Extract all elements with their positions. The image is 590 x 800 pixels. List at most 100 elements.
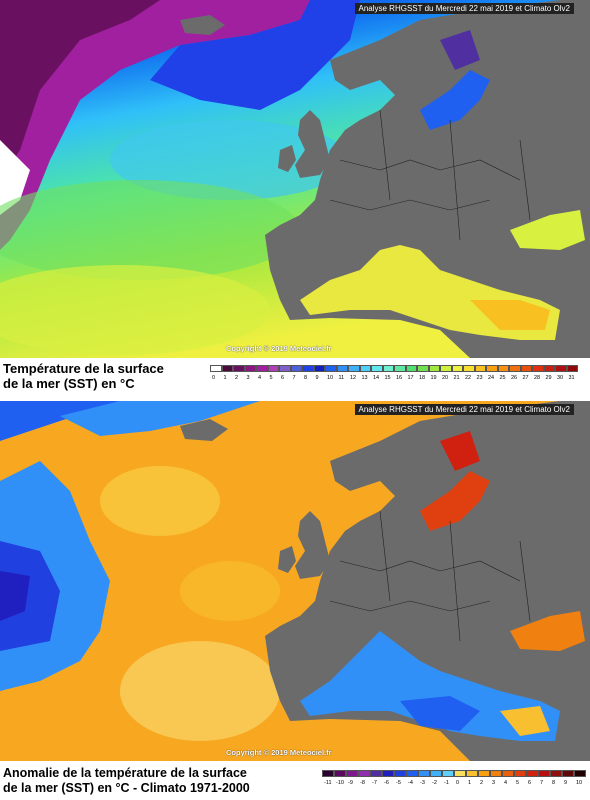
scale-tick-label: -1	[444, 780, 449, 786]
scale-tick-label: 4	[258, 375, 262, 381]
scale-swatch	[555, 365, 567, 372]
scale-tick-label: 6	[528, 780, 532, 786]
scale-swatch	[348, 365, 360, 372]
scale-swatch	[474, 365, 486, 372]
scale-swatch	[302, 365, 314, 372]
scale-swatch	[290, 365, 302, 372]
scale-swatch	[463, 365, 475, 372]
scale-swatch	[430, 770, 442, 777]
scale-swatch	[394, 365, 406, 372]
scale-tick-label: 27	[522, 375, 529, 381]
scale-swatch	[382, 365, 394, 372]
scale-tick-label: -9	[348, 780, 353, 786]
scale-tick-label: -6	[384, 780, 389, 786]
scale-tick-label: 8	[552, 780, 556, 786]
scale-swatch	[502, 770, 514, 777]
scale-swatch	[566, 365, 578, 372]
sst-legend-title: Température de la surface de la mer (SST…	[3, 361, 203, 391]
scale-tick-label: 20	[442, 375, 449, 381]
anomaly-scale-ticks: -11 -10 -9 -8 -7 -6 -5 -4 -3 -2 -1 0 1 2 3 4 5 6 7 8 9 10	[322, 780, 590, 790]
scale-tick-label: 8	[304, 375, 308, 381]
scale-tick-label: 17	[407, 375, 414, 381]
sst-anomaly-map: Analyse RHGSST du Mercredi 22 mai 2019 e…	[0, 401, 590, 761]
scale-swatch	[550, 770, 562, 777]
anomaly-legend-title: Anomalie de la température de la surface…	[3, 766, 323, 796]
scale-tick-label: 26	[511, 375, 518, 381]
scale-swatch	[279, 365, 291, 372]
scale-swatch	[418, 770, 430, 777]
scale-tick-label: -4	[408, 780, 413, 786]
scale-tick-label: 3	[246, 375, 250, 381]
scale-tick-label: 12	[350, 375, 357, 381]
scale-swatch	[370, 770, 382, 777]
scale-swatch	[371, 365, 383, 372]
scale-swatch	[221, 365, 233, 372]
scale-swatch	[486, 365, 498, 372]
scale-tick-label: 25	[499, 375, 506, 381]
scale-swatch	[322, 770, 334, 777]
scale-swatch	[520, 365, 532, 372]
legend-title-line: Température de la surface	[3, 361, 164, 376]
scale-tick-label: -8	[360, 780, 365, 786]
scale-tick-label: -2	[432, 780, 437, 786]
scale-tick-label: 7	[292, 375, 296, 381]
scale-swatch	[509, 365, 521, 372]
scale-tick-label: 4	[504, 780, 508, 786]
scale-tick-label: 0	[456, 780, 460, 786]
scale-swatch	[451, 365, 463, 372]
scale-swatch	[359, 365, 371, 372]
scale-swatch	[454, 770, 466, 777]
scale-swatch	[406, 770, 418, 777]
scale-tick-label: 10	[576, 780, 583, 786]
scale-swatch	[538, 770, 550, 777]
scale-tick-label: 2	[480, 780, 484, 786]
scale-swatch	[417, 365, 429, 372]
scale-tick-label: 6	[281, 375, 285, 381]
scale-tick-label: 10	[327, 375, 334, 381]
scale-tick-label: 16	[396, 375, 403, 381]
map-banner: Analyse RHGSST du Mercredi 22 mai 2019 e…	[354, 3, 574, 14]
scale-tick-label: 0	[212, 375, 216, 381]
scale-swatch	[382, 770, 394, 777]
scale-swatch	[526, 770, 538, 777]
sst-scale-ticks: 0 1 2 3 4 5 6 7 8 9 10 11 12 13 14 15 16 17 18 19 20 21 22 23 24…	[210, 375, 590, 385]
scale-swatch	[440, 365, 452, 372]
scale-tick-label: 2	[235, 375, 239, 381]
scale-swatch	[543, 365, 555, 372]
scale-tick-label: -7	[372, 780, 377, 786]
scale-tick-label: 5	[516, 780, 520, 786]
scale-swatch	[532, 365, 544, 372]
legend-title-line: Anomalie de la température de la surface	[3, 766, 247, 780]
scale-tick-label: 1	[468, 780, 472, 786]
scale-tick-label: 15	[384, 375, 391, 381]
scale-swatch	[466, 770, 478, 777]
scale-tick-label: 1	[223, 375, 227, 381]
scale-swatch	[442, 770, 454, 777]
scale-swatch	[346, 770, 358, 777]
scale-tick-label: 22	[465, 375, 472, 381]
copyright-label: Copyright © 2019 Meteociel.fr	[226, 748, 332, 757]
scale-tick-label: 23	[476, 375, 483, 381]
scale-swatch	[336, 365, 348, 372]
scale-swatch	[574, 770, 586, 777]
legend-title-line: de la mer (SST) en °C	[3, 376, 135, 391]
scale-swatch	[334, 770, 346, 777]
anomaly-color-scale	[322, 770, 586, 777]
scale-swatch	[313, 365, 325, 372]
scale-swatch	[562, 770, 574, 777]
scale-tick-label: 3	[492, 780, 496, 786]
sst-map: Analyse RHGSST du Mercredi 22 mai 2019 e…	[0, 0, 590, 358]
scale-swatch	[478, 770, 490, 777]
scale-tick-label: 11	[338, 375, 345, 381]
scale-tick-label: -5	[396, 780, 401, 786]
scale-swatch	[256, 365, 268, 372]
scale-tick-label: 5	[269, 375, 273, 381]
legend-title-line: de la mer (SST) en °C - Climato 1971-200…	[3, 781, 250, 795]
map-banner: Analyse RHGSST du Mercredi 22 mai 2019 e…	[354, 404, 574, 415]
scale-swatch	[514, 770, 526, 777]
scale-tick-label: -3	[420, 780, 425, 786]
scale-swatch	[405, 365, 417, 372]
scale-tick-label: -10	[336, 780, 344, 786]
scale-tick-label: -11	[324, 780, 332, 786]
scale-tick-label: 14	[373, 375, 380, 381]
